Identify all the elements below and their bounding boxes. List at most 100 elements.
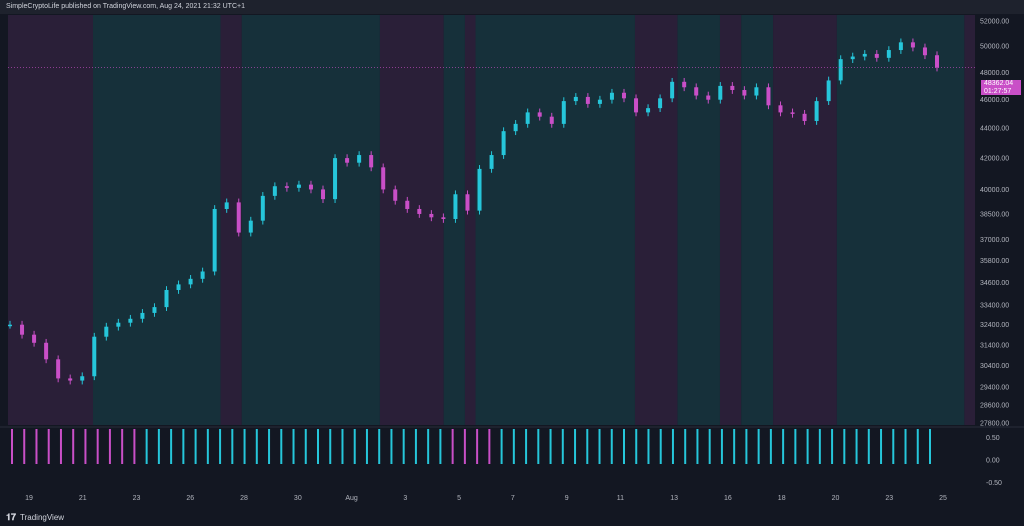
regime-zone-bear [220,15,242,425]
time-axis-tick-label: 13 [670,495,678,502]
time-axis-tick-label: 5 [457,495,461,502]
price-candle-body [838,59,843,81]
price-candle-body [621,92,626,99]
time-axis-tick-label: 26 [186,495,194,502]
oscillator-axis-tick-label: -0.50 [986,480,1002,487]
price-candle-body [694,87,699,96]
price-candle-body [525,112,530,124]
price-candle-body [886,50,891,58]
regime-zone-bear [719,15,742,425]
price-candle-body [742,90,747,96]
tradingview-brand-label: TradingView [20,513,65,522]
time-axis-tick-label: 3 [403,495,407,502]
price-candle-body [573,96,578,102]
price-candle-body [826,80,831,102]
price-candle-body [212,208,217,272]
bar-countdown-label: 01:27:57 [984,87,1012,95]
price-candle-body [345,158,350,163]
price-axis-tick-label: 27800.00 [980,421,1009,428]
price-candle-body [850,56,855,60]
price-candle-body [910,42,915,48]
price-candle-body [453,194,458,219]
footer-bar: 𝟏𝟕 TradingView [0,506,1024,526]
price-axis-tick-label: 44000.00 [980,126,1009,133]
time-axis-tick-label: 30 [294,495,302,502]
price-candle-body [585,96,590,104]
price-candle-body [308,184,313,190]
time-axis-tick-label: 11 [617,495,624,502]
price-candle-body [20,324,25,335]
time-axis-tick-label: 16 [724,495,732,502]
regime-zone-bull [443,15,465,425]
price-candle-body [236,202,241,233]
price-candle-body [766,87,771,106]
time-axis-tick-label: 9 [565,495,569,502]
regime-zone-bear [379,15,444,425]
time-axis-tick-label: Aug [345,495,358,502]
price-candle-body [778,105,783,113]
tradingview-brand[interactable]: 𝟏𝟕 TradingView [6,512,64,523]
price-candle-body [417,208,422,214]
price-candle-body [441,217,446,219]
price-candle-body [369,155,374,168]
regime-zone-bull [475,15,635,425]
time-axis-tick-label: 23 [885,495,893,502]
price-candle-body [477,168,482,211]
price-candle-body [549,116,554,124]
regime-zone-bear [964,15,975,425]
price-axis-tick-label: 31400.00 [980,342,1009,349]
price-candle-body [537,112,542,117]
price-axis-tick-label: 34600.00 [980,280,1009,287]
price-candle-body [670,81,675,99]
time-axis-tick-label: 19 [25,495,33,502]
price-candle-body [321,189,326,200]
time-axis-tick-label: 18 [778,495,786,502]
last-price-tag: 48362.04 01:27:57 [981,80,1021,95]
price-candle-body [561,101,566,124]
price-candle-body [646,108,651,113]
price-axis-tick-label: 48000.00 [980,70,1009,77]
price-axis-tick-label: 50000.00 [980,44,1009,51]
regime-zone-bull [93,15,221,425]
price-candle-body [706,95,711,100]
price-candle-body [597,99,602,104]
price-candle-body [658,98,663,109]
price-axis-tick-label: 33400.00 [980,303,1009,310]
price-candle-body [296,184,301,188]
oscillator-axis-tick-label: 0.00 [986,458,1000,465]
price-candle-body [381,167,386,190]
tradingview-logo-icon: 𝟏𝟕 [6,512,17,522]
price-axis-tick-label: 52000.00 [980,19,1009,26]
regime-zone-bull [741,15,774,425]
price-candle-body [176,284,181,290]
price-candle-body [80,376,85,381]
price-candle-body [393,189,398,201]
price-candle-body [68,378,73,381]
price-candle-body [44,342,49,360]
price-axis-tick-label: 32400.00 [980,322,1009,329]
price-candle-body [790,112,795,114]
price-axis-tick-label: 37000.00 [980,237,1009,244]
price-axis-tick-label: 35800.00 [980,258,1009,265]
publish-caption: SimpleCryptoLife published on TradingVie… [6,3,245,10]
price-candle-body [200,271,205,279]
price-candle-body [501,131,506,156]
price-candle-body [32,334,37,343]
oscillator-axis-tick-label: 0.50 [986,435,1000,442]
price-candle-body [164,289,169,308]
price-candle-body [935,55,939,68]
price-axis-tick-label: 29400.00 [980,385,1009,392]
price-candle-body [92,336,97,377]
price-candle-body [465,194,470,211]
last-price-label: 48362.04 [984,80,1014,87]
time-axis-tick-label: 23 [133,495,141,502]
price-candle-body [898,42,903,51]
price-candle-body [333,158,338,200]
price-candle-body [128,318,133,323]
price-axis-tick-label: 40000.00 [980,187,1009,194]
price-candle-body [260,195,265,221]
price-candle-body [682,81,687,88]
price-candle-body [802,113,807,121]
price-candle-body [429,213,434,218]
